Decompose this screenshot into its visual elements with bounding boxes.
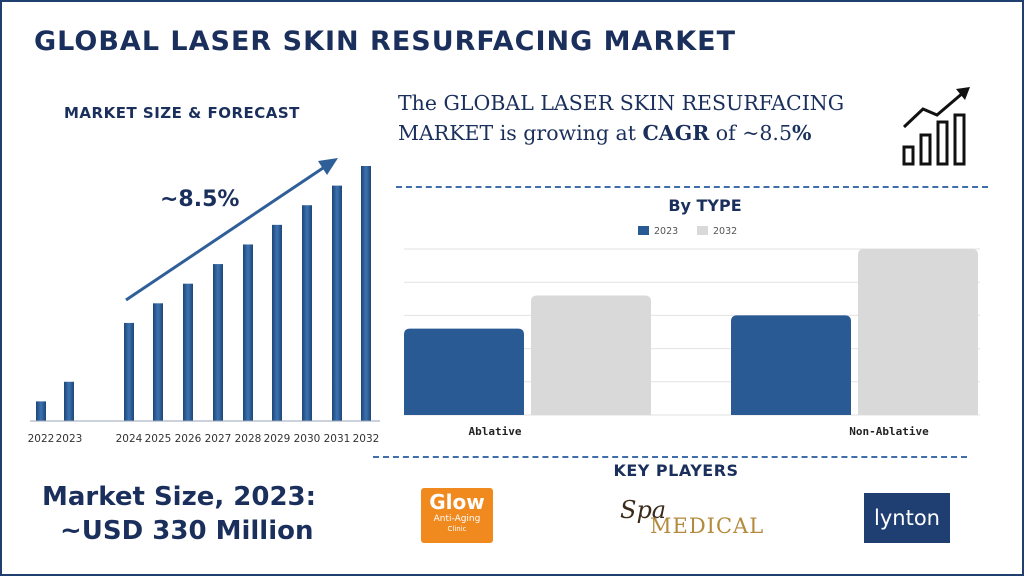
type-bar-non-ablative-2023: [731, 315, 851, 415]
spa-medical-logo: Spa MEDICAL: [612, 490, 765, 548]
type-bar-non-ablative-2032: [858, 249, 978, 415]
forecast-tick-2024: 2024: [116, 433, 143, 445]
forecast-title: MARKET SIZE & FORECAST: [64, 104, 300, 122]
forecast-tick-2026: 2026: [175, 433, 202, 445]
spa-logo-word: Spa: [620, 496, 667, 524]
forecast-bar-2025: [153, 303, 163, 421]
forecast-tick-2028: 2028: [235, 433, 262, 445]
type-xlabel-non-ablative: Non-Ablative: [849, 425, 929, 438]
glow-logo-sub: Anti-Aging: [433, 514, 481, 524]
legend-swatch-2032: [697, 226, 708, 235]
type-xlabel-ablative: Ablative: [469, 425, 522, 438]
lynton-logo: lynton: [864, 493, 950, 543]
forecast-tick-2023: 2023: [56, 433, 83, 445]
forecast-bar-2029: [272, 224, 282, 421]
forecast-bar-2032: [361, 166, 371, 421]
glow-clinic-logo: Glow Anti-Aging Clinic: [421, 488, 493, 543]
forecast-bar-2030: [302, 205, 312, 421]
forecast-tick-2032: 2032: [353, 433, 380, 445]
forecast-bar-2024: [124, 322, 134, 421]
divider-top: [396, 186, 988, 188]
trend-arrow-icon: [125, 158, 338, 302]
forecast-tick-2025: 2025: [145, 433, 172, 445]
legend-swatch-2023: [638, 226, 649, 235]
by-type-title: By TYPE: [668, 196, 742, 215]
page-title: GLOBAL LASER SKIN RESURFACING MARKET: [34, 26, 737, 57]
legend-label-2023: 2023: [654, 226, 678, 237]
glow-logo-sub2: Clinic: [447, 525, 467, 533]
divider-bottom: [373, 456, 967, 458]
type-bar-ablative-2032: [531, 295, 651, 415]
headline-prefix: The GLOBAL LASER SKIN RESURFACING MARKET…: [398, 91, 845, 145]
forecast-bar-2023: [64, 381, 74, 421]
forecast-tick-2031: 2031: [324, 433, 351, 445]
forecast-bar-2022: [36, 401, 46, 421]
forecast-tick-2030: 2030: [294, 433, 321, 445]
market-size-value: ~USD 330 Million: [60, 516, 314, 546]
forecast-tick-2029: 2029: [264, 433, 291, 445]
forecast-tick-2027: 2027: [205, 433, 232, 445]
headline-cagr-word: CAGR: [642, 121, 710, 145]
cagr-annotation: ~8.5%: [160, 187, 239, 212]
forecast-bar-2028: [243, 244, 253, 421]
type-bar-ablative-2023: [404, 328, 524, 415]
headline-mid: of ~8.5: [709, 121, 792, 145]
forecast-bar-2026: [183, 283, 193, 421]
forecast-bar-2027: [213, 264, 223, 421]
glow-logo-word: Glow: [429, 490, 485, 514]
headline-pct: %: [792, 121, 812, 145]
key-players-title: KEY PLAYERS: [613, 461, 739, 480]
cagr-headline: The GLOBAL LASER SKIN RESURFACING MARKET…: [398, 88, 898, 148]
market-size-label: Market Size, 2023:: [42, 482, 317, 512]
forecast-bar-2031: [332, 185, 342, 421]
forecast-tick-2022: 2022: [28, 433, 55, 445]
spa-logo-medical: MEDICAL: [650, 514, 765, 538]
legend-label-2032: 2032: [713, 226, 737, 237]
